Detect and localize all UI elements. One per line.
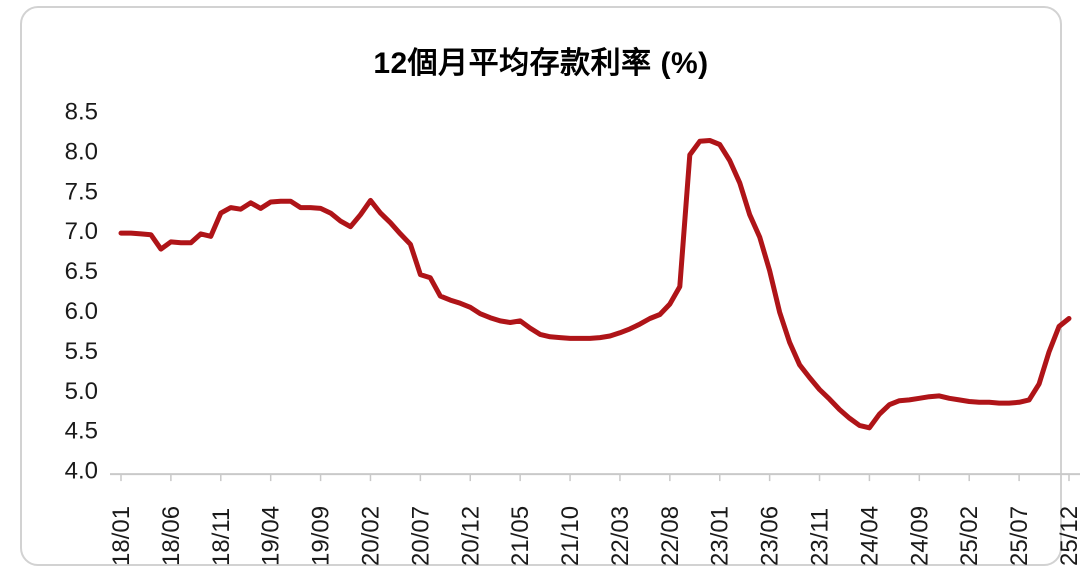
y-axis-tick-label: 8.0 [65,138,98,165]
x-axis-tick-label: 22/03 [607,506,634,566]
x-axis-tick-label: 23/06 [757,506,784,566]
x-axis-tick-label: 22/08 [657,506,684,566]
x-axis-tick-label: 21/10 [557,506,584,566]
y-axis-tick-label: 7.0 [65,218,98,245]
y-axis-tick-label: 6.5 [65,258,98,285]
y-axis-tick-label: 7.5 [65,178,98,205]
chart-card: 12個月平均存款利率 (%) 8.5 8.0 7.5 7.0 6.5 6.0 5.5 5.0 4… [20,6,1080,566]
y-axis-tick-label: 4.0 [65,458,98,485]
y-axis-tick-label: 6.0 [65,298,98,325]
x-axis-tick-label: 18/01 [108,506,135,566]
x-axis-tick-label: 20/12 [457,506,484,566]
x-axis-tick-label: 25/07 [1006,506,1033,566]
deposit-rate-series-line [118,138,1072,431]
x-axis-tick-label: 18/06 [158,506,185,566]
x-axis-tick-label: 20/07 [407,506,434,566]
x-axis-tick-label: 19/04 [258,506,285,566]
x-axis-tick-label: 19/09 [308,506,335,566]
line-chart: 8.5 8.0 7.5 7.0 6.5 6.0 5.5 5.0 4.5 4.0 18/01 18/06… [65,99,1080,566]
x-axis-tick-label: 21/05 [507,506,534,566]
y-axis-tick-label: 5.0 [65,378,98,405]
x-axis-tick-label: 23/11 [807,508,834,566]
x-axis-tick-label: 25/02 [956,506,983,566]
x-axis-tick-label: 20/02 [357,506,384,566]
x-axis-tick-label: 24/09 [906,506,933,566]
x-axis-tick-label: 24/04 [856,506,883,566]
x-axis-tick-label: 18/11 [208,508,235,566]
y-axis-tick-label: 4.5 [65,418,98,445]
x-axis-tick-label: 25/12 [1056,506,1080,566]
y-axis-tick-label: 5.5 [65,338,98,365]
y-axis-tick-label: 8.5 [65,99,98,126]
x-axis-tick-label: 23/01 [707,506,734,566]
chart-title: 12個月平均存款利率 (%) [373,47,709,80]
